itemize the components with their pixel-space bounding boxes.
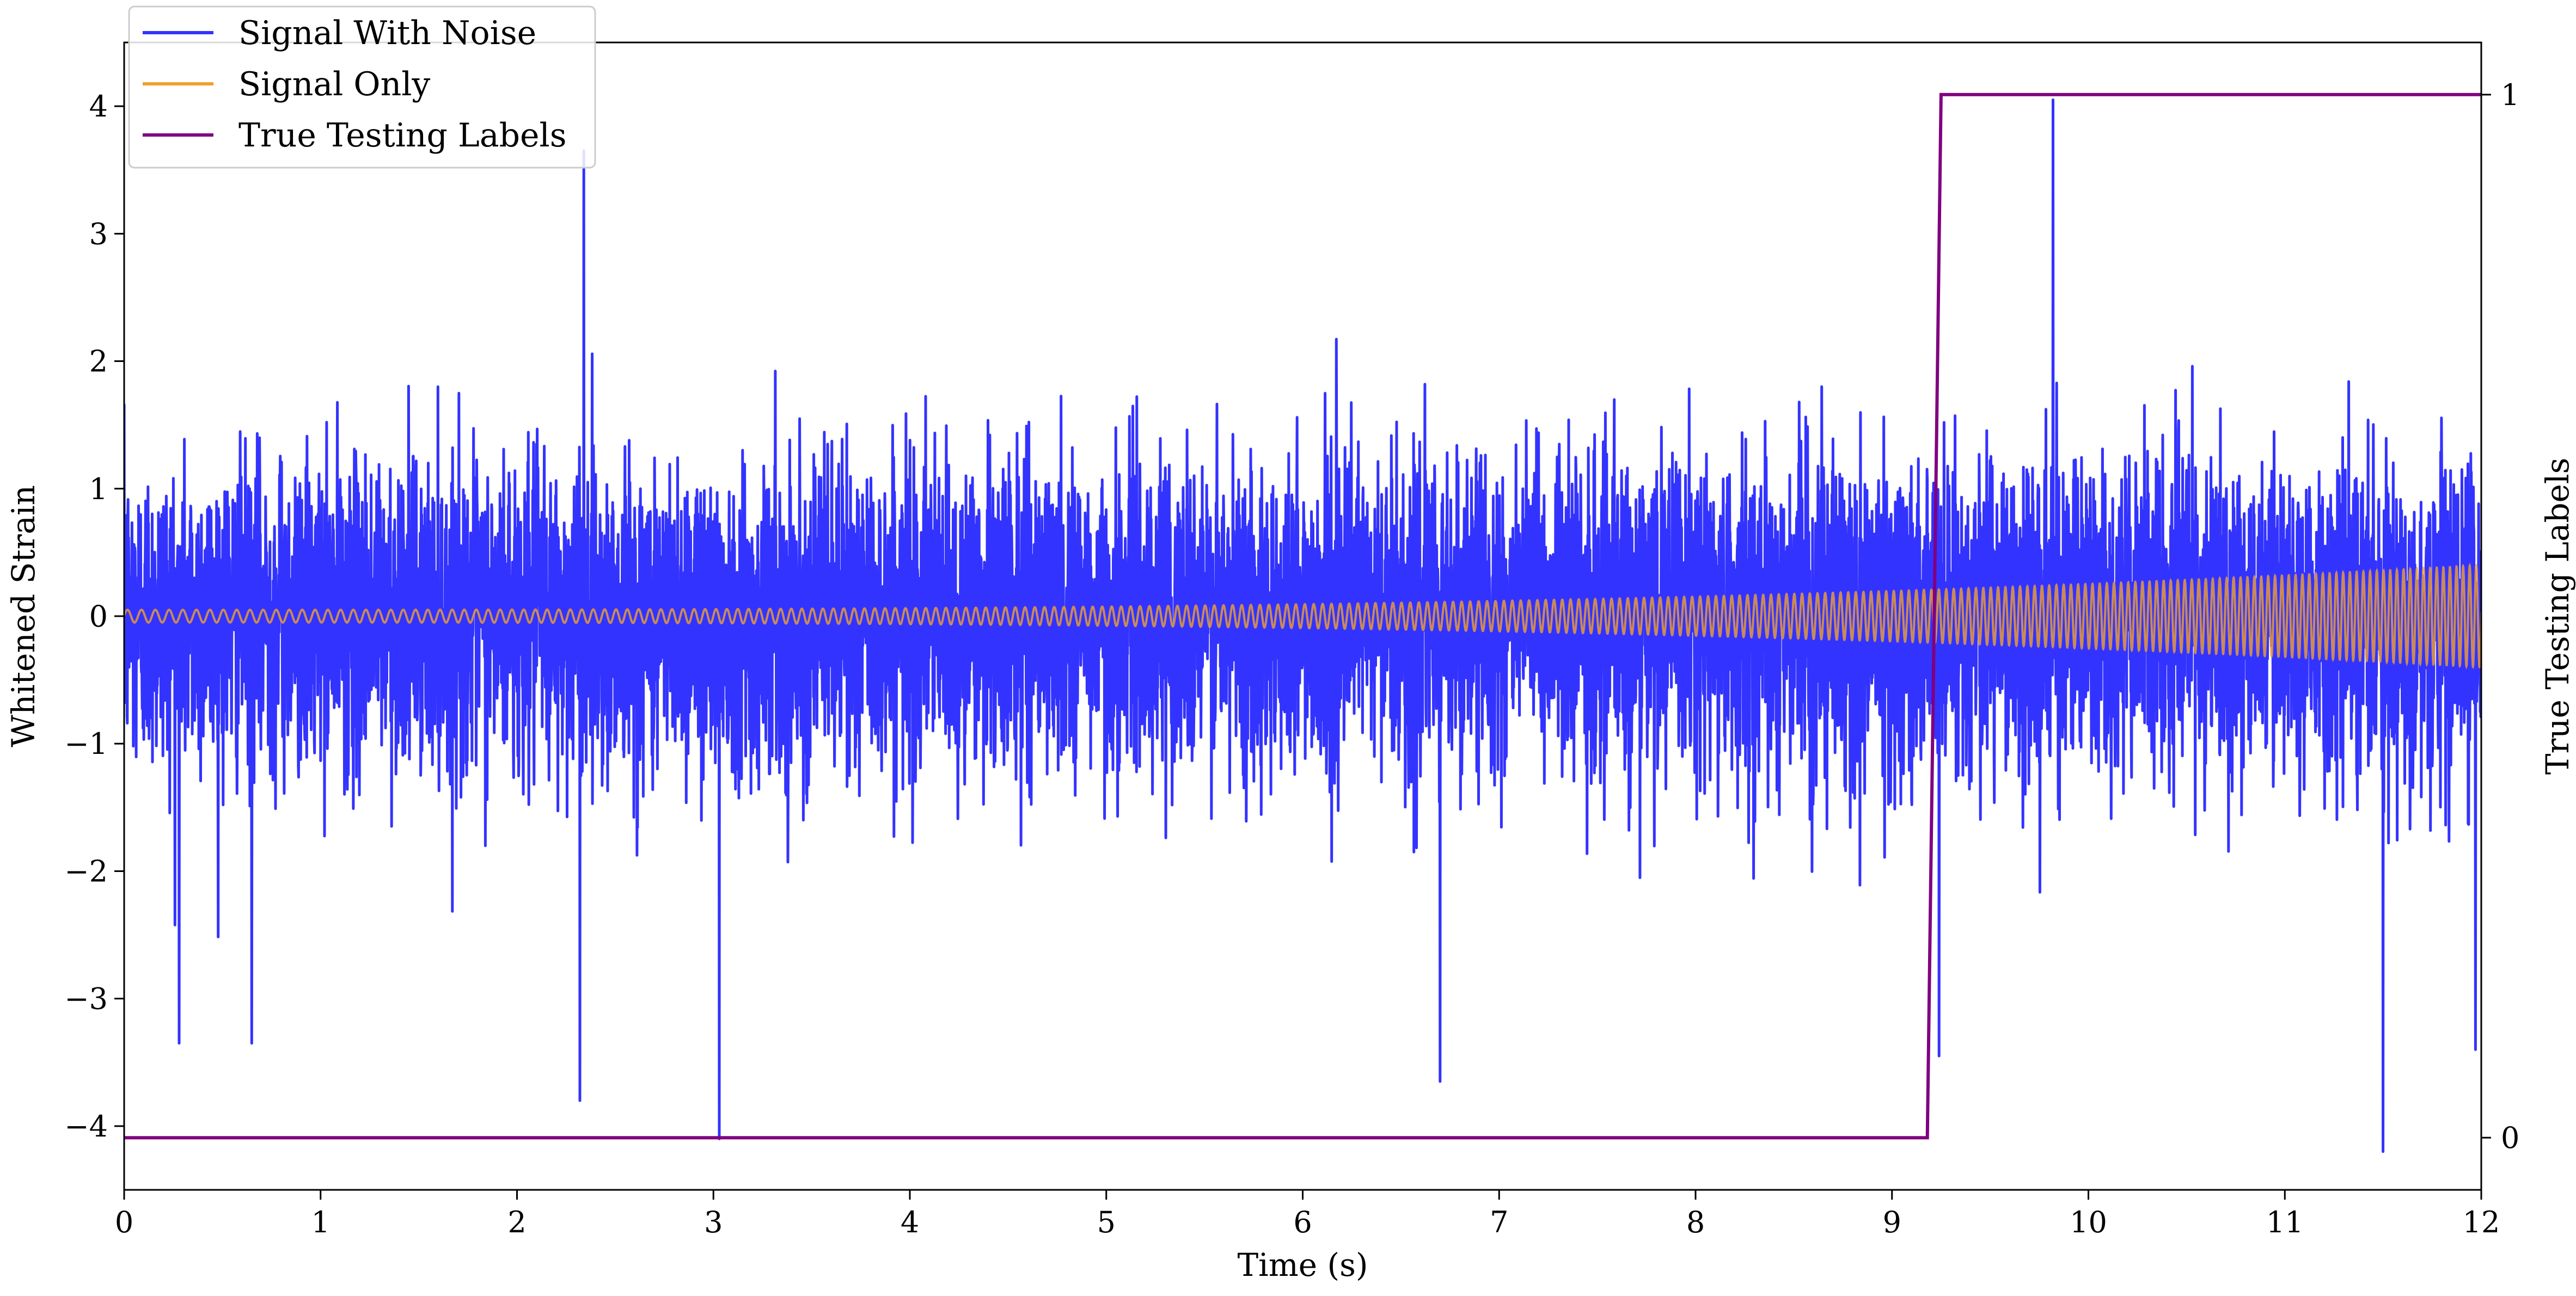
- series-line-signal-only: [124, 562, 2481, 670]
- x-tick-label: 5: [1097, 1205, 1116, 1239]
- x-tick-label: 4: [901, 1205, 919, 1239]
- y-tick-label: 3: [89, 217, 108, 251]
- x-tick-label: 10: [2070, 1205, 2107, 1239]
- y2-axis-label: True Testing Labels: [2539, 458, 2576, 775]
- legend-label-signal-with-noise: Signal With Noise: [238, 14, 536, 52]
- y-tick-label: 0: [89, 599, 108, 634]
- y-tick-label: −1: [64, 727, 108, 761]
- y-tick-label: 2: [89, 345, 108, 379]
- x-tick-label: 11: [2266, 1205, 2304, 1239]
- x-tick-label: 0: [115, 1205, 133, 1239]
- x-axis-label: Time (s): [1237, 1246, 1368, 1283]
- series-line-signal-with-noise: [124, 98, 2481, 1153]
- y-tick-label: −2: [64, 854, 108, 888]
- plot-area: [124, 93, 2481, 1153]
- y2-tick-label: 0: [2501, 1121, 2519, 1155]
- legend-label-true-testing-labels: True Testing Labels: [238, 116, 567, 155]
- y-tick-label: 4: [89, 89, 108, 124]
- y-axis-label: Whitened Strain: [5, 485, 42, 747]
- x-tick-label: 9: [1883, 1205, 1901, 1239]
- legend: Signal With Noise Signal Only True Testi…: [128, 5, 596, 169]
- x-tick-label: 2: [507, 1205, 526, 1239]
- y-tick-label: 1: [89, 472, 108, 506]
- x-tick-label: 7: [1490, 1205, 1508, 1239]
- x-tick-label: 6: [1293, 1205, 1312, 1239]
- series-line-true-testing-labels: [124, 93, 2481, 1140]
- x-tick-label: 8: [1686, 1205, 1705, 1239]
- legend-box: [128, 5, 596, 169]
- y-tick-label: −4: [64, 1109, 108, 1144]
- y-tick-label: −3: [64, 982, 108, 1016]
- x-tick-label: 3: [704, 1205, 723, 1239]
- x-tick-label: 12: [2463, 1205, 2500, 1239]
- legend-label-signal-only: Signal Only: [238, 65, 430, 103]
- x-tick-label: 1: [311, 1205, 330, 1239]
- y2-tick-label: 1: [2501, 78, 2519, 112]
